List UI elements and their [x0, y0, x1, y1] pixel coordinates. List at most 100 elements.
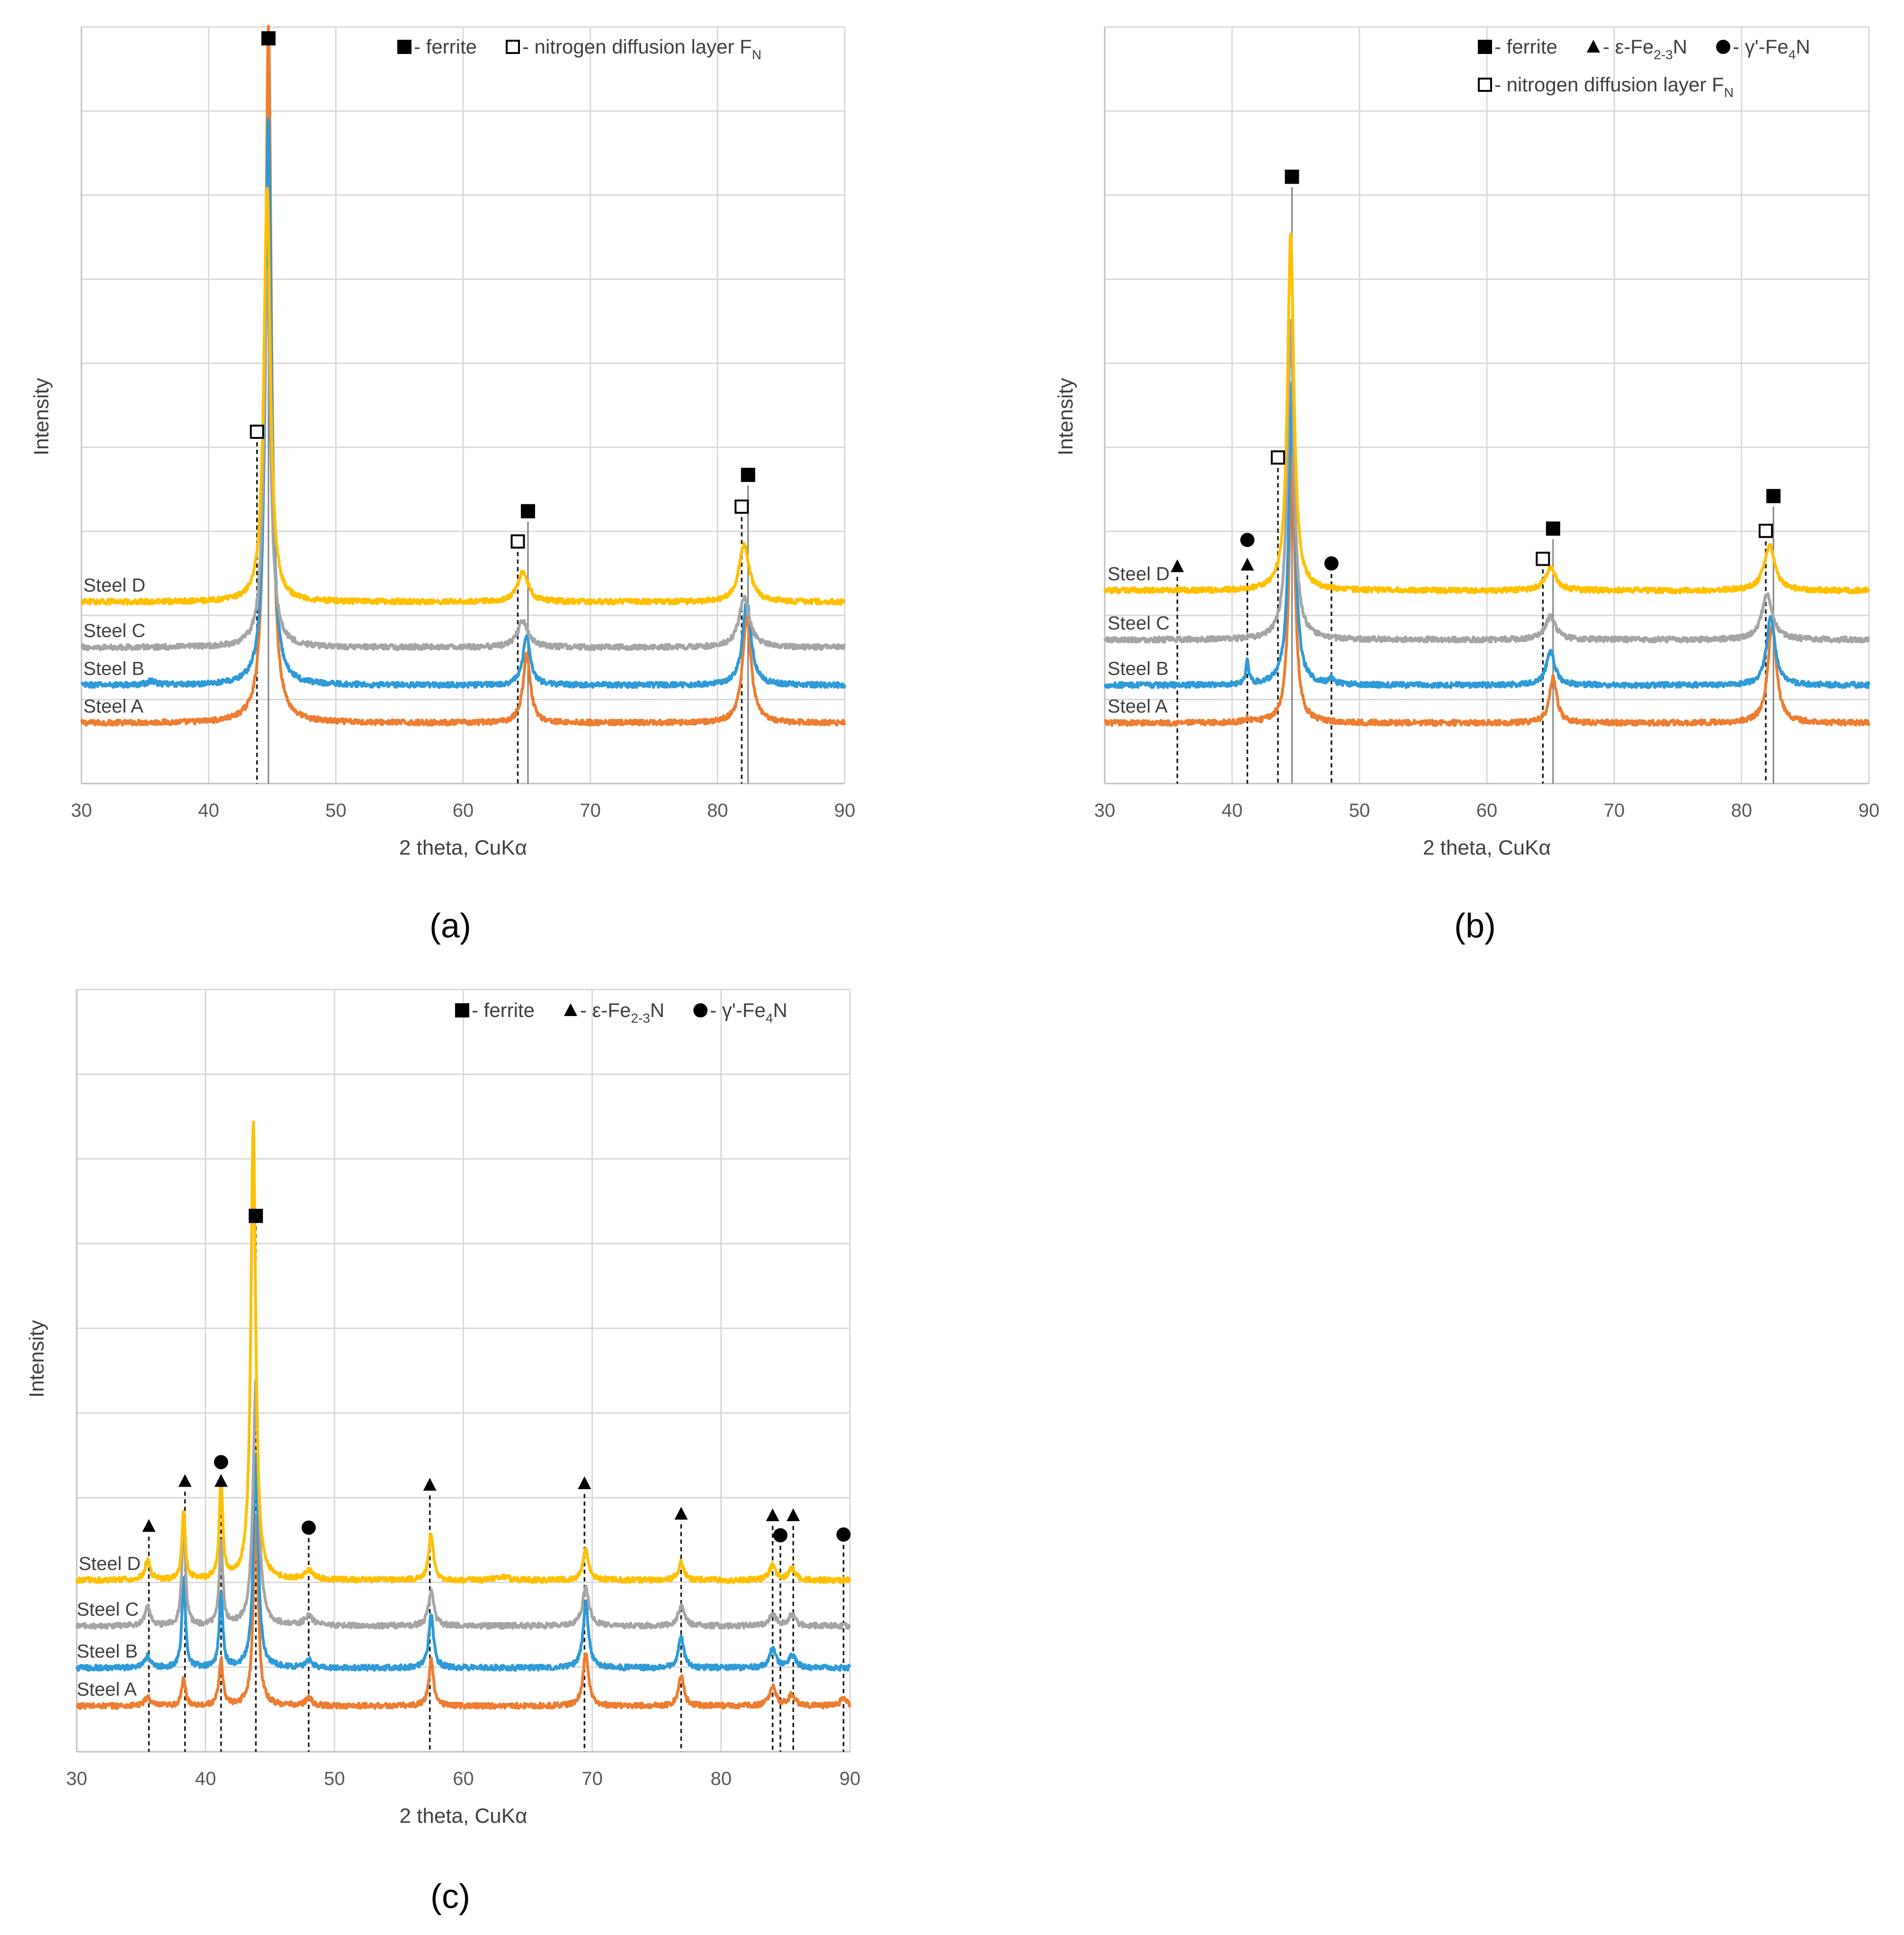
epsilon-nitride-marker-icon — [674, 1507, 688, 1520]
epsilon-nitride-marker-icon — [1171, 559, 1184, 572]
marker-guide-lines — [1176, 187, 1774, 784]
series-label: Steel C — [1108, 613, 1170, 633]
series-line-steel-d — [80, 187, 846, 606]
x-tick-label: 50 — [1349, 800, 1370, 821]
xrd-panel-a: Steel A Steel B Steel C Steel D 30 40 50 60 70 80… — [30, 25, 856, 945]
ferrite-marker-icon — [397, 40, 411, 54]
ferrite-marker-icon — [455, 1003, 469, 1017]
x-axis-title: 2 theta, CuKα — [1423, 836, 1551, 859]
gamma-prime-marker-icon — [836, 1527, 851, 1542]
series-line-steel-d — [75, 1120, 851, 1584]
gridlines — [1104, 26, 1870, 785]
gamma-prime-marker-icon — [1324, 556, 1339, 571]
series-line-steel-b — [75, 1452, 851, 1672]
series-label: Steel C — [83, 620, 145, 641]
ferrite-marker-icon — [741, 468, 755, 482]
panel-caption: (a) — [429, 907, 471, 945]
nitrogen-diffusion-marker-icon — [1536, 552, 1550, 566]
nitrogen-diffusion-marker-icon — [1478, 78, 1492, 92]
series-line-steel-a — [1103, 454, 1870, 727]
nitrogen-diffusion-marker-icon — [1759, 524, 1773, 538]
epsilon-nitride-marker-icon — [423, 1478, 437, 1491]
series-label: Steel A — [83, 696, 143, 717]
x-tick-label: 70 — [580, 800, 601, 821]
legend-entry: - nitrogen diffusion layer FN — [1494, 73, 1734, 100]
x-tick-label: 60 — [1476, 800, 1498, 821]
ferrite-marker-icon — [1546, 521, 1560, 536]
series-label: Steel B — [77, 1641, 138, 1662]
series-label: Steel A — [1108, 696, 1168, 717]
series-label: Steel D — [1108, 564, 1170, 585]
xrd-panel-c: Steel A Steel B Steel C Steel D 30 40 50 60 70 80… — [25, 989, 861, 1916]
legend-entry: - nitrogen diffusion layer FN — [522, 36, 761, 62]
x-tick-label: 50 — [325, 800, 347, 821]
x-tick-label: 90 — [834, 800, 856, 821]
x-tick-label: 90 — [840, 1768, 861, 1789]
y-axis-title: Intensity — [30, 378, 53, 455]
legend-entry: - γ'-Fe4N — [1733, 36, 1810, 62]
nitrogen-diffusion-marker-icon — [510, 534, 525, 549]
gamma-prime-marker-icon — [773, 1528, 788, 1543]
ferrite-marker-icon — [1766, 489, 1781, 503]
epsilon-nitride-marker-icon — [1587, 40, 1600, 53]
x-tick-label: 40 — [198, 800, 219, 821]
marker-guide-lines — [256, 48, 749, 784]
epsilon-nitride-marker-icon — [766, 1508, 779, 1521]
x-axis-title: 2 theta, CuKα — [399, 1804, 527, 1828]
nitrogen-diffusion-marker-icon — [1270, 450, 1285, 465]
series-label: Steel D — [79, 1553, 141, 1574]
x-tick-label: 80 — [711, 1768, 732, 1789]
x-tick-label: 80 — [707, 800, 728, 821]
series-line-steel-b — [80, 117, 846, 689]
x-tick-label: 30 — [71, 800, 92, 821]
x-tick-label: 50 — [324, 1768, 345, 1789]
epsilon-nitride-marker-icon — [1241, 558, 1254, 571]
ferrite-marker-icon — [1478, 40, 1492, 54]
panel-caption: (b) — [1454, 907, 1496, 945]
x-tick-label: 70 — [581, 1768, 603, 1789]
legend-entry: - ferrite — [414, 36, 477, 58]
series-line-steel-d — [1103, 232, 1870, 595]
legend-entry: - γ'-Fe4N — [710, 999, 787, 1025]
ferrite-marker-icon — [261, 31, 276, 45]
series-line-steel-c — [1103, 319, 1870, 644]
series-line-steel-c — [75, 1379, 851, 1630]
series-label: Steel A — [77, 1679, 137, 1700]
nitrogen-diffusion-marker-icon — [506, 40, 520, 54]
x-tick-label: 30 — [1094, 800, 1116, 821]
nitrogen-diffusion-marker-icon — [250, 424, 264, 439]
gridlines — [80, 26, 846, 785]
ferrite-marker-icon — [521, 504, 536, 518]
nitrogen-diffusion-marker-icon — [734, 499, 749, 514]
series-line-steel-a — [80, 25, 846, 727]
epsilon-nitride-marker-icon — [142, 1519, 156, 1532]
x-tick-label: 40 — [195, 1768, 216, 1789]
epsilon-nitride-marker-icon — [787, 1508, 800, 1521]
series-label: Steel B — [83, 658, 144, 679]
epsilon-nitride-marker-icon — [564, 1003, 578, 1016]
legend: - ferrite - ε-Fe2-3N - γ'-Fe4N - nitrogen d… — [1478, 36, 1810, 100]
x-tick-label: 40 — [1222, 800, 1243, 821]
epsilon-nitride-marker-icon — [578, 1476, 591, 1489]
gridlines — [76, 989, 851, 1753]
legend-entry: - ferrite — [1494, 36, 1557, 58]
x-tick-label: 70 — [1604, 800, 1625, 821]
series-line-steel-b — [1104, 380, 1870, 689]
gamma-prime-marker-icon — [1240, 533, 1255, 547]
panel-caption: (c) — [430, 1878, 470, 1916]
legend-entry: - ferrite — [472, 999, 535, 1021]
legend-entry: - ε-Fe2-3N — [580, 999, 664, 1025]
x-tick-label: 30 — [66, 1768, 88, 1789]
y-axis-title: Intensity — [1054, 378, 1077, 455]
series-label: Steel C — [77, 1599, 139, 1620]
ferrite-marker-icon — [249, 1209, 263, 1223]
ferrite-marker-icon — [1285, 169, 1299, 184]
x-tick-label: 60 — [453, 800, 474, 821]
gamma-prime-marker-icon — [301, 1520, 316, 1535]
legend-entry: - ε-Fe2-3N — [1603, 36, 1687, 62]
x-tick-label: 90 — [1859, 800, 1880, 821]
gamma-prime-marker-icon — [1716, 40, 1731, 54]
series-label: Steel D — [83, 575, 145, 596]
gamma-prime-marker-icon — [214, 1455, 228, 1470]
series-label: Steel B — [1108, 658, 1169, 679]
